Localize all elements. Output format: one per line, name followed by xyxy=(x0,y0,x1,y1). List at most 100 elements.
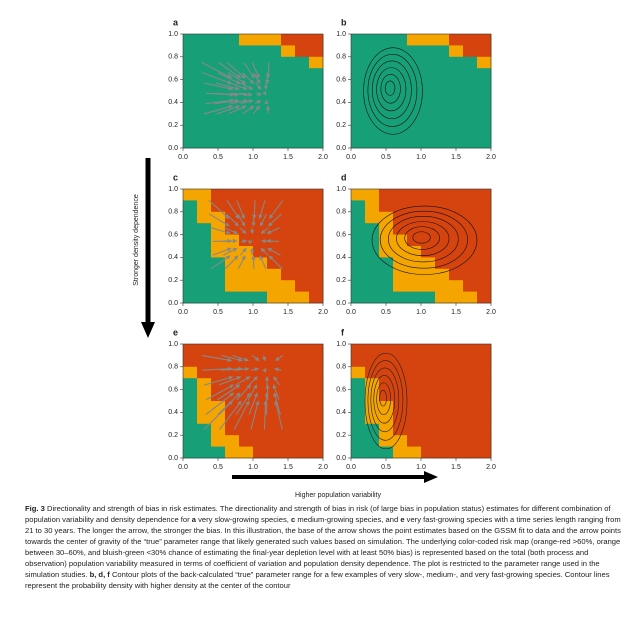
risk-cell xyxy=(197,68,212,80)
bias-arrow xyxy=(204,375,234,386)
risk-cell xyxy=(183,412,198,425)
risk-cell xyxy=(463,246,478,258)
risk-cell xyxy=(449,366,464,379)
bias-arrow xyxy=(217,72,241,85)
bias-arrow xyxy=(220,366,243,372)
risk-cell xyxy=(379,200,394,213)
risk-cell xyxy=(393,257,408,270)
risk-cell xyxy=(309,268,324,281)
risk-cell xyxy=(267,378,282,390)
risk-cell xyxy=(211,423,226,436)
risk-cell xyxy=(295,113,310,126)
risk-cell xyxy=(211,200,226,213)
risk-cell xyxy=(393,401,408,413)
risk-cell xyxy=(225,211,240,224)
bias-arrow xyxy=(262,367,267,373)
risk-cell xyxy=(197,280,212,292)
risk-cell xyxy=(239,268,254,281)
bias-arrow xyxy=(249,247,255,256)
risk-cell xyxy=(393,113,408,126)
risk-cell xyxy=(309,211,324,224)
risk-cell xyxy=(253,401,268,413)
bias-arrow xyxy=(224,227,239,235)
risk-cell xyxy=(183,45,198,58)
bias-arrow xyxy=(267,213,282,227)
risk-cell xyxy=(197,366,212,379)
x-tick-label: 1.5 xyxy=(451,464,461,471)
risk-cell xyxy=(267,268,282,281)
y-tick-label: 0.6 xyxy=(168,76,178,83)
risk-cell xyxy=(477,189,492,201)
risk-cell xyxy=(435,423,450,436)
risk-cell xyxy=(211,102,226,115)
risk-cell xyxy=(449,234,464,247)
risk-cell xyxy=(351,401,366,413)
bias-arrow xyxy=(216,105,241,115)
risk-cell xyxy=(183,401,198,413)
bias-arrow xyxy=(233,400,250,430)
risk-cell xyxy=(281,446,296,459)
risk-cell xyxy=(463,68,478,80)
risk-cell xyxy=(463,291,478,304)
risk-cell xyxy=(351,102,366,115)
risk-cell xyxy=(309,34,324,46)
risk-cell xyxy=(463,446,478,459)
risk-cell xyxy=(295,79,310,92)
risk-cell xyxy=(197,291,212,304)
x-tick-label: 1.5 xyxy=(451,309,461,316)
risk-cell xyxy=(393,344,408,356)
risk-cell xyxy=(351,412,366,425)
risk-cell xyxy=(281,223,296,235)
y-tick-label: 0.8 xyxy=(168,364,178,371)
risk-cell xyxy=(309,280,324,292)
risk-cell xyxy=(253,223,268,235)
bias-arrow xyxy=(266,227,280,234)
risk-cell xyxy=(183,446,198,459)
bias-arrow xyxy=(240,82,254,90)
risk-cell xyxy=(225,366,240,379)
risk-cell xyxy=(281,234,296,247)
y-tick-label: 0.2 xyxy=(168,122,178,129)
risk-cell xyxy=(309,435,324,447)
risk-cell xyxy=(351,366,366,379)
risk-cell xyxy=(267,291,282,304)
y-tick-label: 0.4 xyxy=(336,99,346,106)
x-tick-label: 0.0 xyxy=(178,309,188,316)
risk-cell xyxy=(253,136,268,149)
risk-cell xyxy=(393,211,408,224)
risk-cell xyxy=(239,113,254,126)
risk-cell xyxy=(295,344,310,356)
y-tick-label: 0.4 xyxy=(336,409,346,416)
bias-arrow xyxy=(274,400,283,430)
panel-label: b xyxy=(341,17,347,27)
bias-arrow xyxy=(201,62,233,79)
risk-cell xyxy=(421,355,436,368)
risk-cell xyxy=(435,211,450,224)
risk-cell xyxy=(239,45,254,58)
risk-cell xyxy=(365,246,380,258)
y-tick-label: 0.2 xyxy=(336,122,346,129)
risk-cell xyxy=(407,125,422,137)
risk-cell xyxy=(463,125,478,137)
y-tick-label: 0.2 xyxy=(168,277,178,284)
risk-cell xyxy=(211,234,226,247)
risk-cell xyxy=(407,446,422,459)
risk-cell xyxy=(253,291,268,304)
risk-cell xyxy=(267,423,282,436)
risk-cell xyxy=(281,435,296,447)
risk-cell xyxy=(267,34,282,46)
bias-arrow xyxy=(205,384,235,401)
risk-cell xyxy=(351,280,366,292)
bias-arrow xyxy=(258,200,266,220)
risk-cell xyxy=(463,280,478,292)
risk-cell xyxy=(435,113,450,126)
risk-cell xyxy=(449,45,464,58)
x-tick-label: 2.0 xyxy=(318,309,328,316)
risk-cell xyxy=(239,68,254,80)
bias-arrow xyxy=(205,392,235,416)
risk-cell xyxy=(183,423,198,436)
risk-cell xyxy=(463,200,478,213)
risk-cell xyxy=(463,34,478,46)
risk-cell xyxy=(309,423,324,436)
risk-cell xyxy=(309,401,324,413)
